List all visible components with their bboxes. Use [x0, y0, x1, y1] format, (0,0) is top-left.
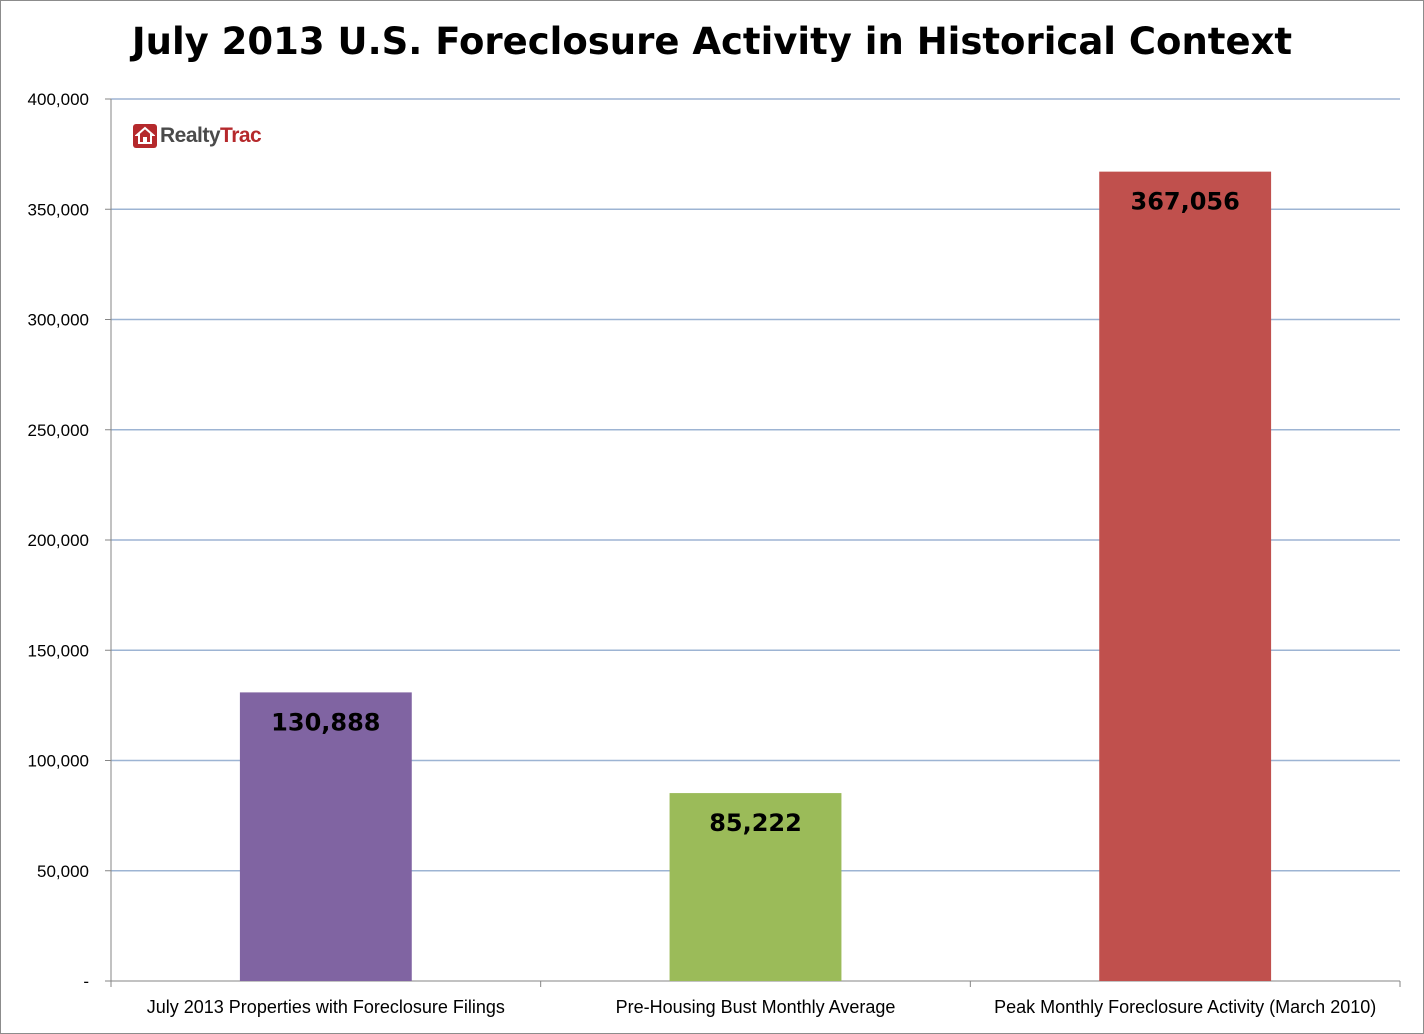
y-tick-label: 350,000 [28, 200, 89, 219]
y-tick-label: 300,000 [28, 311, 89, 330]
y-tick-label: - [83, 972, 89, 991]
bars [239, 171, 1272, 981]
labels: - 50,000 100,000 150,000 200,000 250,000 300,0… [28, 90, 1377, 1017]
category-label: July 2013 Properties with Foreclosure Fi… [147, 997, 505, 1017]
category-label: Pre-Housing Bust Monthly Average [616, 997, 896, 1017]
bar [239, 692, 412, 981]
chart-title: July 2013 U.S. Foreclosure Activity in H… [131, 20, 1293, 63]
logo-text: RealtyTrac [160, 124, 262, 148]
logo-text-trac: Trac [220, 124, 262, 147]
logo-text-realty: Realty [160, 124, 221, 147]
data-label: 85,222 [709, 809, 802, 837]
y-tick-label: 200,000 [28, 531, 89, 550]
y-tick-label: 50,000 [37, 862, 89, 881]
category-label: Peak Monthly Foreclosure Activity (March… [994, 997, 1376, 1017]
y-tick-label: 250,000 [28, 421, 89, 440]
realtytrac-logo: RealtyTrac [133, 123, 262, 149]
bar [669, 793, 842, 981]
house-icon [133, 124, 157, 148]
y-tick-label: 150,000 [28, 641, 89, 660]
data-label: 130,888 [271, 708, 380, 736]
data-label: 367,056 [1131, 188, 1240, 216]
bar [1099, 171, 1272, 981]
y-tick-label: 400,000 [28, 90, 89, 109]
y-tick-label: 100,000 [28, 752, 89, 771]
